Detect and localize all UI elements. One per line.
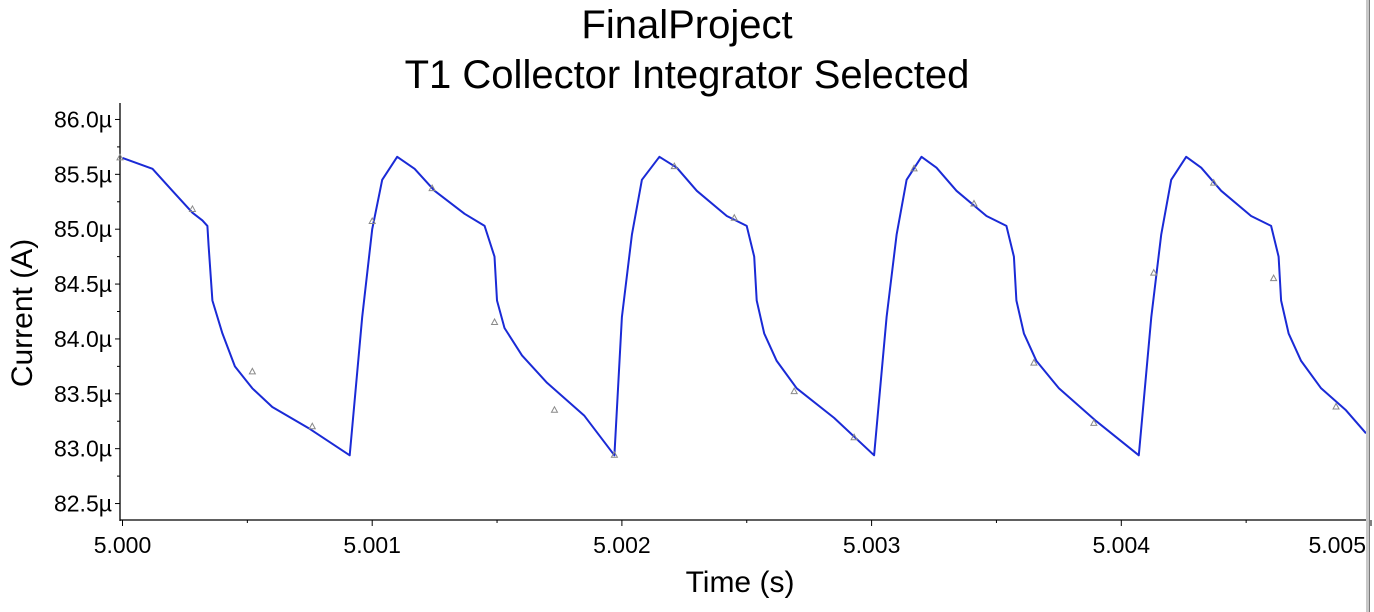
- data-point-marker: [1149, 268, 1158, 276]
- x-tick-label: 5.005: [1308, 532, 1366, 558]
- x-tick-label: 5.001: [343, 532, 401, 558]
- data-point-marker: [116, 153, 124, 161]
- data-point-marker: [308, 422, 317, 430]
- data-point-marker: [1332, 402, 1340, 410]
- y-tick-label: 84.5µ: [54, 271, 112, 297]
- data-point-marker: [790, 387, 799, 395]
- y-tick-label: 85.0µ: [54, 216, 112, 242]
- window-border-edge: [1369, 0, 1370, 612]
- y-tick-label: 83.5µ: [54, 381, 112, 407]
- data-point-marker: [610, 450, 619, 458]
- x-axis-label: Time (s): [686, 566, 795, 599]
- markers: [116, 153, 1340, 458]
- data-point-marker: [1209, 178, 1218, 186]
- axes: [119, 103, 1366, 521]
- data-point-marker: [490, 317, 499, 325]
- data-point-marker: [1269, 274, 1278, 282]
- window-border: [1366, 0, 1370, 612]
- x-tick-label: 5.000: [94, 532, 152, 558]
- ticks: 82.5µ 83.0µ 83.5µ 84.0µ 84.5µ 85.0µ 85.5µ 86.0µ…: [54, 106, 1372, 558]
- data-point-marker: [850, 433, 858, 441]
- data-point-marker: [550, 405, 559, 413]
- data-point-marker: [730, 213, 739, 221]
- x-tick-label: 5.002: [593, 532, 651, 558]
- data-point-marker: [970, 199, 978, 207]
- series-line: [122, 155, 1367, 457]
- data-point-marker: [368, 216, 377, 225]
- data-point-marker: [670, 162, 679, 170]
- y-tick-label: 82.5µ: [54, 491, 112, 517]
- series: [122, 155, 1367, 457]
- y-tick-label: 85.5µ: [54, 161, 112, 187]
- data-point-marker: [428, 184, 436, 192]
- chart-subtitle: T1 Collector Integrator Selected: [404, 53, 970, 97]
- data-point-marker: [248, 367, 257, 375]
- y-tick-label: 83.0µ: [54, 436, 112, 462]
- y-tick-label: 86.0µ: [54, 106, 112, 132]
- x-tick-label: 5.003: [843, 532, 901, 558]
- y-axis-label: Current (A): [6, 239, 39, 387]
- data-point-marker: [910, 164, 918, 172]
- data-point-marker: [188, 204, 197, 212]
- x-tick-label: 5.004: [1093, 532, 1151, 558]
- chart-title: FinalProject: [581, 3, 793, 47]
- y-tick-label: 84.0µ: [54, 326, 112, 352]
- data-point-marker: [1089, 418, 1098, 426]
- data-point-marker: [1030, 358, 1038, 366]
